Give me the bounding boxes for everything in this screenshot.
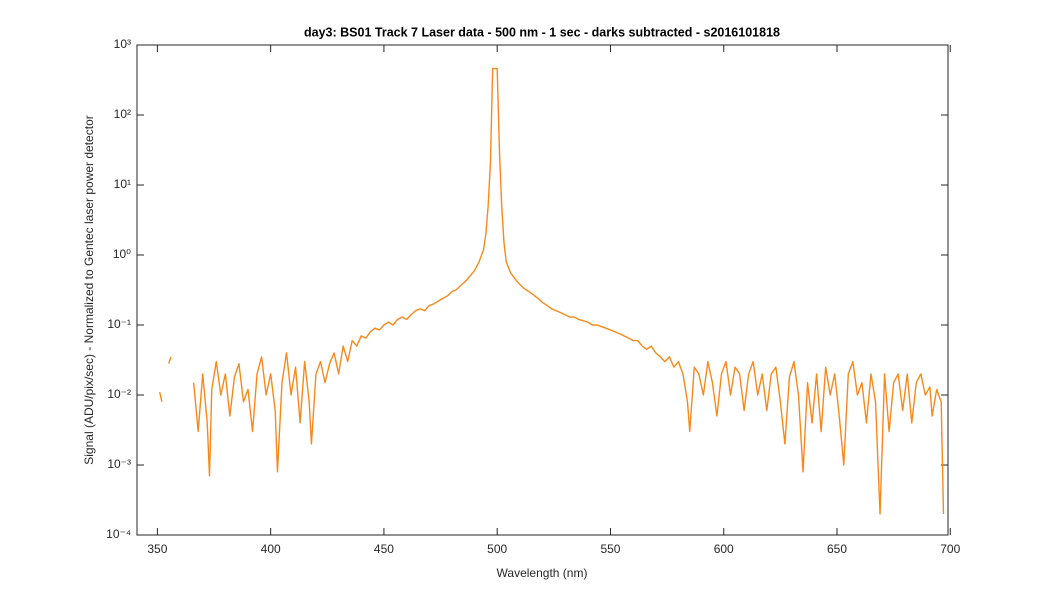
y-tick-label: 10⁻⁴ bbox=[106, 527, 131, 541]
x-tick-label: 650 bbox=[827, 542, 847, 556]
x-tick-label: 550 bbox=[600, 542, 620, 556]
x-tick-label: 700 bbox=[940, 542, 960, 556]
y-tick-label: 10³ bbox=[114, 37, 131, 51]
y-tick-label: 10² bbox=[114, 107, 131, 121]
y-tick-label: 10⁻¹ bbox=[107, 317, 131, 331]
x-tick-label: 600 bbox=[714, 542, 734, 556]
y-tick-label: 10¹ bbox=[114, 177, 131, 191]
y-axis-label: Signal (ADU/pix/sec) - Normalized to Gen… bbox=[82, 115, 96, 464]
x-tick-label: 400 bbox=[261, 542, 281, 556]
data-line bbox=[158, 67, 945, 515]
x-tick-label: 500 bbox=[487, 542, 507, 556]
plot-area bbox=[136, 44, 949, 536]
y-tick-label: 10⁻³ bbox=[107, 457, 131, 471]
x-tick-label: 350 bbox=[147, 542, 167, 556]
x-axis-label: Wavelength (nm) bbox=[497, 566, 588, 580]
y-tick-label: 10⁰ bbox=[113, 247, 131, 261]
chart-title: day3: BS01 Track 7 Laser data - 500 nm -… bbox=[304, 25, 780, 39]
y-tick-label: 10⁻² bbox=[107, 387, 131, 401]
x-tick-label: 450 bbox=[374, 542, 394, 556]
